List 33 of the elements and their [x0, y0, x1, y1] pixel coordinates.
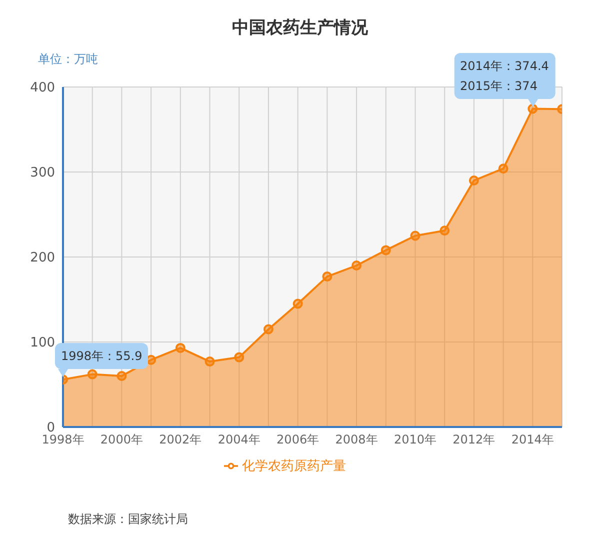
y-tick-label: 300	[30, 166, 55, 181]
x-tick-label: 2012年	[452, 432, 496, 447]
point	[204, 356, 215, 367]
point	[175, 342, 186, 353]
point	[352, 260, 362, 270]
point	[234, 352, 244, 362]
point	[440, 226, 450, 236]
y-tick-label: 200	[30, 250, 55, 266]
annotation: 1998年：55.9	[61, 348, 142, 366]
point	[380, 245, 391, 256]
point	[292, 298, 303, 309]
x-tick-label: 2002年	[159, 432, 202, 447]
chart-title: 中国农药生产情况	[231, 17, 369, 40]
x-tick-label: 2010年	[394, 432, 437, 447]
point	[468, 176, 479, 186]
point	[410, 230, 420, 241]
x-tick-label: 2014年	[511, 432, 554, 447]
legend-label: 化学农药原药产量	[242, 459, 346, 474]
x-tick-label: 2008年	[335, 432, 378, 447]
point	[322, 272, 332, 282]
annotation: 2014年：374.4 2015年：374	[460, 58, 549, 95]
point	[116, 371, 127, 381]
y-axis-title: 单位：万吨	[38, 52, 98, 66]
point	[263, 324, 274, 334]
x-tick-label: 2000年	[100, 432, 143, 447]
point	[498, 164, 508, 174]
point	[87, 369, 98, 380]
x-tick-label: 2004年	[218, 432, 260, 447]
x-tick-label: 2006年	[276, 432, 320, 447]
y-tick-label: 400	[30, 80, 55, 96]
source-note: 数据来源：国家统计局	[67, 511, 189, 528]
point	[528, 104, 538, 114]
y-tick-label: 100	[30, 336, 55, 351]
